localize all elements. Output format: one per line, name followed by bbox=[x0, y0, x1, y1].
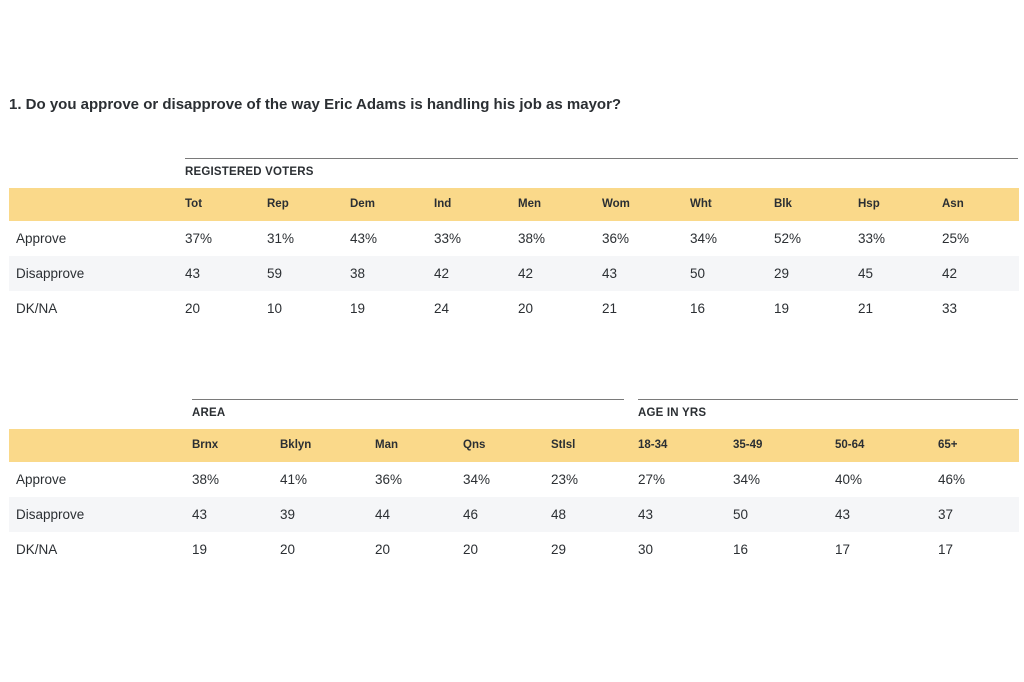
table-cell: 42 bbox=[434, 266, 450, 281]
row-label: Disapprove bbox=[16, 507, 85, 522]
table-cell: 16 bbox=[733, 542, 749, 557]
column-header: Bklyn bbox=[280, 439, 312, 451]
table-cell: 59 bbox=[267, 266, 283, 281]
row-label: Approve bbox=[16, 472, 67, 487]
column-header: Ind bbox=[434, 198, 452, 210]
column-header: 50-64 bbox=[835, 439, 865, 451]
table1-header-row: Tot Rep Dem Ind Men Wom Wht Blk Hsp Asn bbox=[9, 188, 1019, 221]
column-header: 35-49 bbox=[733, 439, 763, 451]
table-cell: 10 bbox=[267, 301, 283, 316]
table-cell: 45 bbox=[858, 266, 874, 281]
table-cell: 44 bbox=[375, 507, 391, 522]
table-row: Approve 38% 41% 36% 34% 23% 27% 34% 40% 46% bbox=[9, 462, 1019, 497]
table-cell: 40% bbox=[835, 472, 863, 487]
row-label: DK/NA bbox=[16, 542, 58, 557]
table-row: Disapprove 43 39 44 46 48 43 50 43 37 bbox=[9, 497, 1019, 532]
table-cell: 37% bbox=[185, 231, 213, 246]
table-cell: 21 bbox=[602, 301, 618, 316]
column-header: Rep bbox=[267, 198, 289, 210]
column-header: Men bbox=[518, 198, 541, 210]
table-cell: 37 bbox=[938, 507, 954, 522]
question-title: 1. Do you approve or disapprove of the w… bbox=[9, 96, 622, 113]
table-cell: 23% bbox=[551, 472, 579, 487]
table-cell: 16 bbox=[690, 301, 706, 316]
table-cell: 20 bbox=[185, 301, 201, 316]
column-header: Asn bbox=[942, 198, 964, 210]
row-label: Disapprove bbox=[16, 266, 85, 281]
column-header: Blk bbox=[774, 198, 792, 210]
table-cell: 34% bbox=[463, 472, 491, 487]
column-header: 65+ bbox=[938, 439, 958, 451]
table-cell: 36% bbox=[375, 472, 403, 487]
group-area: AREA bbox=[192, 399, 624, 419]
table-cell: 46% bbox=[938, 472, 966, 487]
table-cell: 43 bbox=[602, 266, 618, 281]
table-cell: 38 bbox=[350, 266, 366, 281]
table-row: DK/NA 20 10 19 24 20 21 16 19 21 33 bbox=[9, 291, 1019, 326]
table-cell: 43% bbox=[350, 231, 378, 246]
row-label: DK/NA bbox=[16, 301, 58, 316]
table-cell: 38% bbox=[192, 472, 220, 487]
table-cell: 20 bbox=[518, 301, 534, 316]
table-cell: 43 bbox=[835, 507, 851, 522]
group-registered-voters: REGISTERED VOTERS bbox=[185, 158, 1018, 178]
table-cell: 52% bbox=[774, 231, 802, 246]
table-cell: 43 bbox=[192, 507, 208, 522]
row-label: Approve bbox=[16, 231, 67, 246]
column-header: Wht bbox=[690, 198, 712, 210]
column-header: StIsl bbox=[551, 439, 576, 451]
table-cell: 30 bbox=[638, 542, 654, 557]
column-header: Qns bbox=[463, 439, 486, 451]
table-cell: 24 bbox=[434, 301, 450, 316]
table-cell: 33 bbox=[942, 301, 958, 316]
table-cell: 27% bbox=[638, 472, 666, 487]
table-cell: 17 bbox=[938, 542, 954, 557]
table-cell: 43 bbox=[638, 507, 654, 522]
table-cell: 25% bbox=[942, 231, 970, 246]
table-cell: 34% bbox=[690, 231, 718, 246]
column-header: Tot bbox=[185, 198, 203, 210]
table-cell: 34% bbox=[733, 472, 761, 487]
table-cell: 48 bbox=[551, 507, 567, 522]
table-cell: 42 bbox=[518, 266, 534, 281]
table-cell: 19 bbox=[192, 542, 208, 557]
table-cell: 46 bbox=[463, 507, 479, 522]
table-cell: 39 bbox=[280, 507, 296, 522]
column-header: Wom bbox=[602, 198, 630, 210]
table2-header-row: Brnx Bklyn Man Qns StIsl 18-34 35-49 50-64 65+ bbox=[9, 429, 1019, 462]
table-cell: 33% bbox=[858, 231, 886, 246]
table-cell: 19 bbox=[350, 301, 366, 316]
table-row: DK/NA 19 20 20 20 29 30 16 17 17 bbox=[9, 532, 1019, 567]
table-cell: 29 bbox=[774, 266, 790, 281]
table-cell: 19 bbox=[774, 301, 790, 316]
table-cell: 31% bbox=[267, 231, 295, 246]
table-cell: 33% bbox=[434, 231, 462, 246]
table-cell: 38% bbox=[518, 231, 546, 246]
column-header: Hsp bbox=[858, 198, 880, 210]
table-cell: 50 bbox=[733, 507, 749, 522]
column-header: Dem bbox=[350, 198, 375, 210]
table-cell: 41% bbox=[280, 472, 308, 487]
table-cell: 20 bbox=[463, 542, 479, 557]
table-cell: 29 bbox=[551, 542, 567, 557]
column-header: Man bbox=[375, 439, 398, 451]
table-cell: 50 bbox=[690, 266, 706, 281]
table-cell: 20 bbox=[375, 542, 391, 557]
table-row: Disapprove 43 59 38 42 42 43 50 29 45 42 bbox=[9, 256, 1019, 291]
table-cell: 36% bbox=[602, 231, 630, 246]
table-cell: 43 bbox=[185, 266, 201, 281]
table-cell: 42 bbox=[942, 266, 958, 281]
column-header: Brnx bbox=[192, 439, 219, 451]
group-age: AGE IN YRS bbox=[638, 399, 1018, 419]
column-header: 18-34 bbox=[638, 439, 668, 451]
table-cell: 17 bbox=[835, 542, 851, 557]
table-row: Approve 37% 31% 43% 33% 38% 36% 34% 52% 33% 25% bbox=[9, 221, 1019, 256]
table-cell: 21 bbox=[858, 301, 874, 316]
table-cell: 20 bbox=[280, 542, 296, 557]
